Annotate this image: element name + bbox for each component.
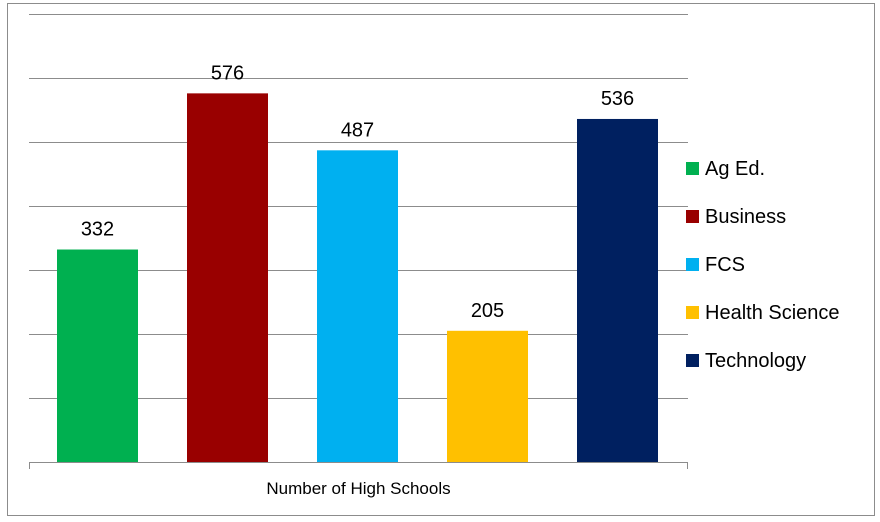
bar (447, 330, 528, 462)
data-label: 205 (471, 300, 504, 322)
bar (57, 249, 138, 462)
bars (57, 93, 658, 463)
legend-label: FCS (705, 254, 745, 276)
category-label: Number of High Schools (266, 479, 450, 498)
legend-swatch (686, 162, 699, 175)
data-label: 536 (601, 88, 634, 110)
data-label: 487 (341, 119, 374, 141)
data-labels: 332 576 487 205 536 (81, 62, 634, 321)
data-label: 332 (81, 219, 114, 241)
legend-label: Ag Ed. (705, 158, 765, 180)
bar (577, 118, 658, 463)
chart-frame (7, 3, 875, 516)
legend-label: Technology (705, 350, 806, 372)
legend-swatch (686, 210, 699, 223)
legend-swatch (686, 306, 699, 319)
legend-swatch (686, 354, 699, 367)
legend-label: Business (705, 206, 786, 228)
data-label: 576 (211, 62, 244, 84)
legend-label: Health Science (705, 302, 840, 324)
legend: Ag Ed. Business FCS Health Science Technolog… (686, 158, 840, 372)
legend-swatch (686, 258, 699, 271)
x-axis: Number of High Schools (29, 462, 688, 498)
bar (317, 150, 398, 462)
bar (187, 93, 268, 463)
